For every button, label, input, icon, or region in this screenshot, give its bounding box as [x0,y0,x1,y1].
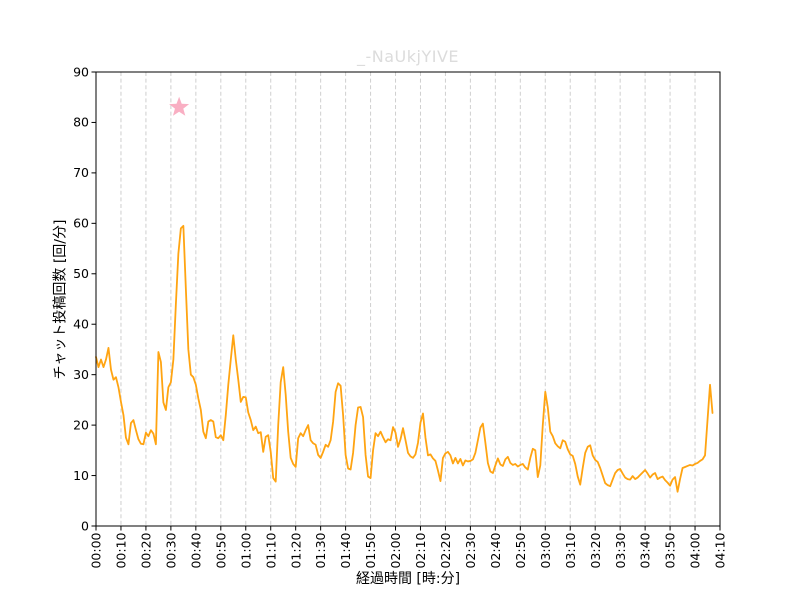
y-tick-label: 80 [73,115,89,130]
x-tick-label: 03:20 [588,532,603,568]
x-tick-label: 02:50 [513,532,528,568]
x-tick-label: 00:50 [213,532,228,568]
x-tick-label: 02:40 [488,532,503,568]
x-tick-label: 00:30 [163,532,178,568]
x-tick-label: 01:40 [338,532,353,568]
y-tick-label: 40 [73,317,89,332]
x-tick-label: 04:10 [713,532,728,568]
y-tick-label: 60 [73,216,89,231]
y-tick-label: 10 [73,468,89,483]
x-tick-label: 03:00 [538,532,553,568]
x-tick-label: 04:00 [688,532,703,568]
x-tick-label: 02:00 [388,532,403,568]
x-tick-label: 00:20 [139,532,154,568]
y-tick-label: 30 [73,367,89,382]
plot-border [95,71,721,527]
y-tick-label: 50 [73,266,89,281]
x-axis-label: 経過時間 [時:分] [355,571,461,587]
x-tick-label: 02:30 [463,532,478,568]
x-tick-label: 00:00 [89,532,104,568]
x-tick-label: 00:10 [114,532,129,568]
x-tick-label: 03:30 [613,532,628,568]
x-tick-label: 03:40 [638,532,653,568]
x-tick-label: 03:50 [663,532,678,568]
x-tick-label: 02:20 [438,532,453,568]
y-axis-label: チャット投稿回数 [回/分] [52,219,69,380]
x-tick-label: 01:50 [363,532,378,568]
x-tick-label: 02:10 [413,532,428,568]
star-marker [169,96,190,116]
x-tick-label: 03:10 [563,532,578,568]
y-tick-label: 20 [73,417,89,432]
y-tick-label: 90 [73,64,89,79]
y-tick-label: 70 [73,165,89,180]
x-tick-label: 01:20 [288,532,303,568]
data-line [95,224,714,493]
chart-title: _-NaUkjYIVE [356,47,459,66]
x-tick-label: 01:00 [238,532,253,568]
y-tick-label: 0 [81,518,89,533]
x-tick-label: 01:10 [263,532,278,568]
x-tick-label: 00:40 [188,532,203,568]
x-tick-label: 01:30 [313,532,328,568]
